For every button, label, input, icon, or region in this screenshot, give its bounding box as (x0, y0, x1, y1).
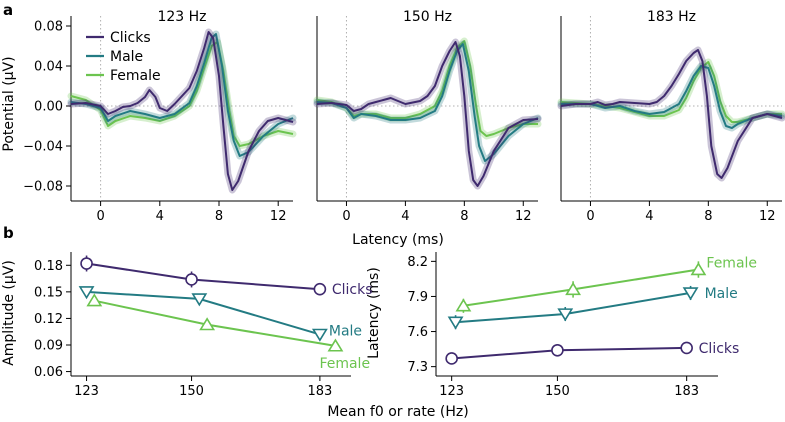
y-tick-label: 0.08 (34, 20, 63, 35)
y-tick-label: 0.15 (34, 285, 63, 300)
data-point-clicks (680, 341, 693, 355)
end-label-male: Male (329, 323, 362, 339)
x-tick-label: 183 (307, 384, 332, 399)
data-point-clicks (185, 273, 198, 286)
chart-title: 150 Hz (403, 9, 452, 25)
series-line-female (316, 40, 538, 137)
x-tick-label: 123 (439, 384, 464, 399)
xlabel-latency: Latency (ms) (352, 232, 444, 248)
chart-amplitude: 123 150 183 0.06 0.09 0.12 0.15 0.18 Clicks Male F… (34, 252, 373, 399)
data-point-male (78, 286, 95, 300)
x-tick-label: 150 (179, 384, 204, 399)
y-tick-label: 7.3 (407, 360, 428, 375)
series-line-male (316, 43, 539, 162)
legend-label-male: Male (110, 49, 143, 65)
x-tick-label: 4 (401, 209, 409, 224)
y-tick-label: 7.9 (407, 290, 428, 305)
x-tick-label: 183 (674, 384, 699, 399)
x-tick-label: 0 (96, 209, 104, 224)
series-line-clicks (316, 41, 539, 187)
data-point-clicks (313, 282, 327, 296)
x-tick-label: 12 (270, 209, 287, 224)
chart-title: 123 Hz (157, 9, 206, 25)
ylabel-potential: Potential (µV) (1, 56, 17, 151)
series-line-female (560, 61, 782, 123)
chart-title: 183 Hz (647, 9, 696, 25)
end-label-clicks: Clicks (699, 341, 740, 357)
data-point-female (690, 262, 707, 276)
xlabel-mean-f0: Mean f0 or rate (Hz) (327, 404, 468, 420)
data-point-male (311, 328, 328, 342)
series-line-female (94, 299, 336, 347)
y-tick-label: 0.00 (34, 100, 63, 115)
x-tick-label: 8 (704, 209, 712, 224)
panel-label-a: a (3, 1, 13, 19)
data-point-female (199, 317, 216, 331)
series-line-clicks (70, 31, 294, 191)
series-line-female (463, 268, 699, 307)
x-tick-label: 123 (74, 384, 99, 399)
series-line-male (561, 65, 783, 129)
legend-label-female: Female (110, 68, 161, 84)
x-tick-label: 12 (759, 209, 776, 224)
data-point-female (327, 338, 344, 352)
chart-potential-123hz: 0 4 8 12 −0.08 −0.04 0.00 0.04 0.08 123 Hz Clicks M… (23, 9, 297, 224)
y-tick-label: −0.04 (23, 140, 63, 155)
ylabel-amplitude: Amplitude (µV) (1, 260, 17, 366)
data-point-clicks (80, 257, 93, 270)
x-tick-label: 8 (460, 209, 468, 224)
data-point-female (565, 282, 582, 296)
data-point-clicks (551, 343, 564, 357)
data-point-male (447, 316, 464, 330)
x-tick-label: 4 (645, 209, 653, 224)
data-point-male (557, 308, 574, 322)
data-point-clicks (445, 352, 458, 365)
series-line-male (70, 33, 294, 157)
x-tick-label: 12 (515, 209, 532, 224)
y-tick-label: 7.6 (407, 325, 428, 340)
end-label-male: Male (705, 286, 738, 302)
series-line-clicks (451, 346, 687, 360)
data-point-male (682, 287, 699, 301)
series-band-female (313, 37, 542, 140)
chart-potential-150hz: 0 4 8 12 150 Hz (313, 9, 542, 224)
y-tick-label: 0.18 (34, 259, 63, 274)
y-tick-label: 0.12 (34, 312, 63, 327)
end-label-female: Female (706, 256, 757, 272)
ylabel-latency-b: Latency (ms) (366, 267, 382, 359)
end-label-female: Female (319, 356, 370, 372)
y-tick-label: 0.09 (34, 339, 63, 354)
series-line-female (70, 41, 294, 147)
panel-label-b: b (3, 224, 14, 242)
x-tick-label: 4 (156, 209, 164, 224)
data-point-female (86, 293, 103, 307)
y-tick-label: 8.2 (407, 255, 428, 270)
series-line-clicks (560, 49, 783, 179)
x-tick-label: 8 (215, 209, 223, 224)
data-point-male (191, 293, 208, 307)
x-tick-label: 150 (545, 384, 570, 399)
x-tick-label: 0 (586, 209, 594, 224)
x-tick-label: 0 (342, 209, 350, 224)
data-point-female (455, 298, 472, 312)
chart-potential-183hz: 0 4 8 12 183 Hz (557, 9, 785, 224)
series-line-clicks (86, 262, 320, 291)
y-tick-label: 0.04 (34, 60, 63, 75)
chart-latency: 123 150 183 7.3 7.6 7.9 8.2 Clicks Male Female (407, 252, 757, 399)
y-tick-label: 0.06 (34, 365, 63, 380)
series-band-male (313, 40, 542, 165)
legend-label-clicks: Clicks (110, 30, 151, 46)
y-tick-label: −0.08 (23, 180, 63, 195)
end-label-clicks: Clicks (332, 282, 373, 298)
